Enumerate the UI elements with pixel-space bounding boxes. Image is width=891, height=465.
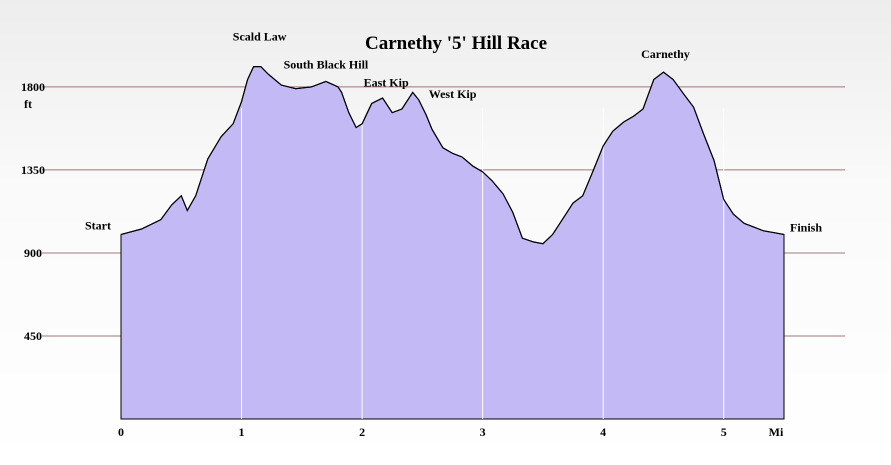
y-tick-label-1350: 1350 [21, 163, 45, 177]
y-tick-label-1800: 1800 [21, 80, 45, 94]
annotation-west-kip: West Kip [429, 87, 477, 101]
vertical-grid [241, 108, 725, 419]
annotation-south-black-hill: South Black Hill [284, 57, 369, 71]
y-axis-unit-label: ft [24, 97, 32, 111]
annotation-carnethy: Carnethy [641, 47, 690, 61]
annotation-finish: Finish [790, 221, 822, 235]
x-axis-ticks: 0 1 2 3 4 5 [118, 425, 727, 439]
x-tick-label-4: 4 [600, 425, 606, 439]
x-tick-label-0: 0 [118, 425, 124, 439]
y-axis-ticks: 450 900 1350 1800 [21, 80, 45, 343]
x-tick-label-1: 1 [239, 425, 245, 439]
x-tick-label-3: 3 [480, 425, 486, 439]
annotation-scald-law: Scald Law [233, 30, 287, 44]
landmark-annotations: Start Scald Law South Black Hill East Kip We… [85, 30, 822, 235]
chart-title: Carnethy '5' Hill Race [365, 33, 547, 54]
x-tick-label-5: 5 [721, 425, 727, 439]
y-tick-label-900: 900 [24, 246, 42, 260]
x-axis-unit-label: Mi [769, 425, 784, 439]
x-tick-label-2: 2 [359, 425, 365, 439]
elevation-area [120, 66, 785, 420]
annotation-east-kip: East Kip [364, 75, 409, 89]
y-tick-label-450: 450 [24, 329, 42, 343]
elevation-profile-line [120, 66, 785, 245]
annotation-start: Start [85, 219, 111, 233]
